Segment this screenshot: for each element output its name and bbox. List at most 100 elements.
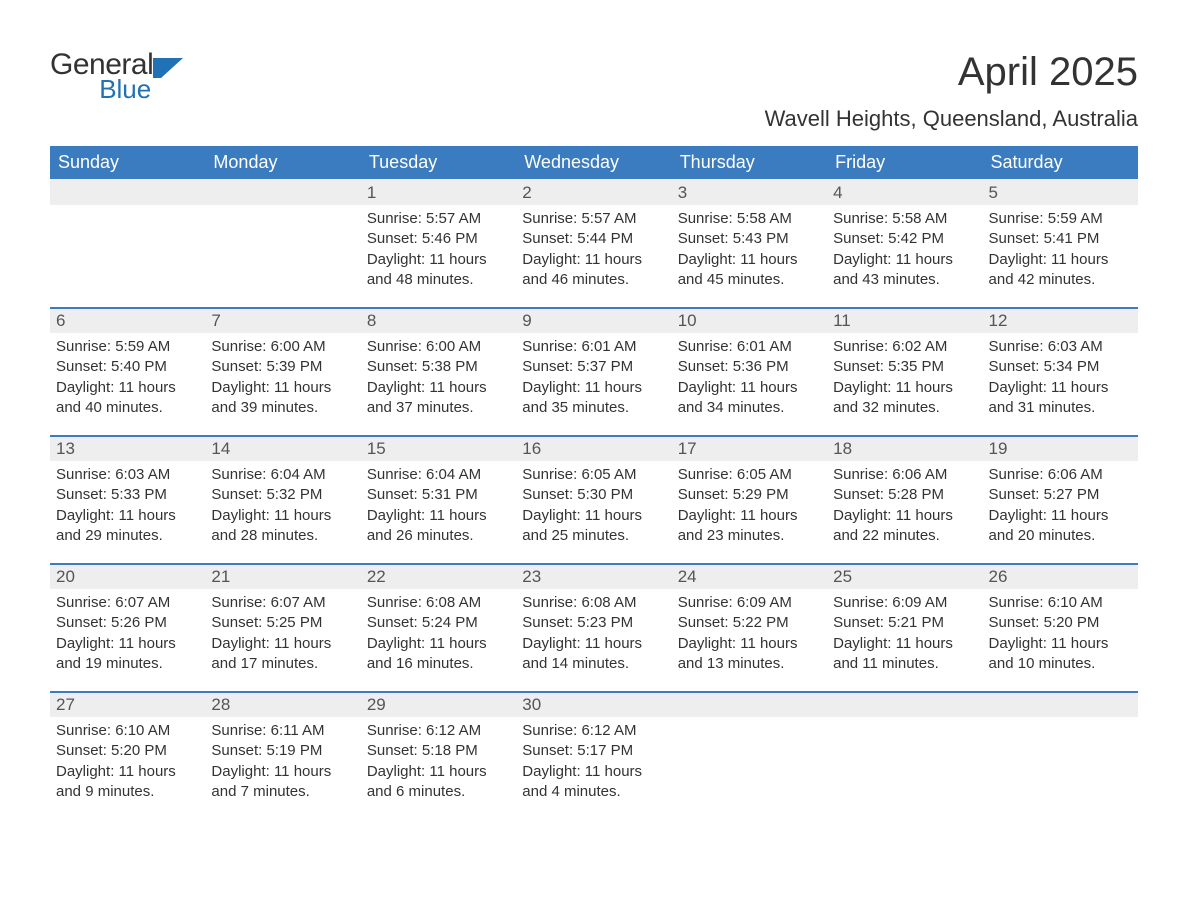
sunrise-line: Sunrise: 6:06 AM (989, 465, 1132, 485)
day-data: Sunrise: 6:02 AMSunset: 5:35 PMDaylight:… (827, 333, 982, 422)
weekday-header: Monday (205, 146, 360, 179)
day-number: 11 (827, 307, 982, 333)
sunrise-line: Sunrise: 5:58 AM (833, 209, 976, 229)
calendar-cell: 18Sunrise: 6:06 AMSunset: 5:28 PMDayligh… (827, 435, 982, 563)
day-data: Sunrise: 5:57 AMSunset: 5:44 PMDaylight:… (516, 205, 671, 294)
sunrise-line: Sunrise: 6:00 AM (367, 337, 510, 357)
sunset-line: Sunset: 5:19 PM (211, 741, 354, 761)
calendar-cell: 1Sunrise: 5:57 AMSunset: 5:46 PMDaylight… (361, 179, 516, 307)
daylight-line: Daylight: 11 hours and 48 minutes. (367, 250, 510, 291)
page-title: April 2025 (958, 50, 1138, 95)
daylight-line: Daylight: 11 hours and 45 minutes. (678, 250, 821, 291)
daylight-line: Daylight: 11 hours and 20 minutes. (989, 506, 1132, 547)
day-number: 30 (516, 691, 671, 717)
calendar-cell-empty (672, 691, 827, 806)
daylight-line: Daylight: 11 hours and 14 minutes. (522, 634, 665, 675)
sunset-line: Sunset: 5:25 PM (211, 613, 354, 633)
day-number: 1 (361, 179, 516, 205)
daylight-line: Daylight: 11 hours and 19 minutes. (56, 634, 199, 675)
daylight-line: Daylight: 11 hours and 7 minutes. (211, 762, 354, 803)
sunset-line: Sunset: 5:26 PM (56, 613, 199, 633)
day-data: Sunrise: 5:58 AMSunset: 5:43 PMDaylight:… (672, 205, 827, 294)
day-number: 7 (205, 307, 360, 333)
day-number: 6 (50, 307, 205, 333)
daylight-line: Daylight: 11 hours and 43 minutes. (833, 250, 976, 291)
day-data: Sunrise: 6:04 AMSunset: 5:31 PMDaylight:… (361, 461, 516, 550)
daylight-line: Daylight: 11 hours and 4 minutes. (522, 762, 665, 803)
day-data: Sunrise: 6:06 AMSunset: 5:27 PMDaylight:… (983, 461, 1138, 550)
day-number: 13 (50, 435, 205, 461)
sunrise-line: Sunrise: 6:01 AM (678, 337, 821, 357)
calendar-cell: 20Sunrise: 6:07 AMSunset: 5:26 PMDayligh… (50, 563, 205, 691)
sunset-line: Sunset: 5:27 PM (989, 485, 1132, 505)
day-data: Sunrise: 5:59 AMSunset: 5:40 PMDaylight:… (50, 333, 205, 422)
calendar-cell: 23Sunrise: 6:08 AMSunset: 5:23 PMDayligh… (516, 563, 671, 691)
sunset-line: Sunset: 5:30 PM (522, 485, 665, 505)
sunset-line: Sunset: 5:36 PM (678, 357, 821, 377)
day-data: Sunrise: 6:07 AMSunset: 5:25 PMDaylight:… (205, 589, 360, 678)
daylight-line: Daylight: 11 hours and 25 minutes. (522, 506, 665, 547)
calendar-cell: 5Sunrise: 5:59 AMSunset: 5:41 PMDaylight… (983, 179, 1138, 307)
day-data: Sunrise: 6:01 AMSunset: 5:37 PMDaylight:… (516, 333, 671, 422)
sunrise-line: Sunrise: 6:11 AM (211, 721, 354, 741)
calendar-table: SundayMondayTuesdayWednesdayThursdayFrid… (50, 146, 1138, 806)
calendar-cell: 22Sunrise: 6:08 AMSunset: 5:24 PMDayligh… (361, 563, 516, 691)
calendar-cell: 24Sunrise: 6:09 AMSunset: 5:22 PMDayligh… (672, 563, 827, 691)
calendar-cell: 7Sunrise: 6:00 AMSunset: 5:39 PMDaylight… (205, 307, 360, 435)
day-data: Sunrise: 6:03 AMSunset: 5:34 PMDaylight:… (983, 333, 1138, 422)
day-data: Sunrise: 6:09 AMSunset: 5:22 PMDaylight:… (672, 589, 827, 678)
sunrise-line: Sunrise: 6:02 AM (833, 337, 976, 357)
day-data: Sunrise: 6:00 AMSunset: 5:39 PMDaylight:… (205, 333, 360, 422)
day-number: 20 (50, 563, 205, 589)
daylight-line: Daylight: 11 hours and 29 minutes. (56, 506, 199, 547)
calendar-week: 13Sunrise: 6:03 AMSunset: 5:33 PMDayligh… (50, 435, 1138, 563)
daylight-line: Daylight: 11 hours and 34 minutes. (678, 378, 821, 419)
calendar-cell-empty (205, 179, 360, 307)
location-subtitle: Wavell Heights, Queensland, Australia (50, 106, 1138, 132)
sunset-line: Sunset: 5:40 PM (56, 357, 199, 377)
daylight-line: Daylight: 11 hours and 37 minutes. (367, 378, 510, 419)
day-data: Sunrise: 6:12 AMSunset: 5:17 PMDaylight:… (516, 717, 671, 806)
daylight-line: Daylight: 11 hours and 9 minutes. (56, 762, 199, 803)
day-number: 4 (827, 179, 982, 205)
calendar-cell: 9Sunrise: 6:01 AMSunset: 5:37 PMDaylight… (516, 307, 671, 435)
daylight-line: Daylight: 11 hours and 35 minutes. (522, 378, 665, 419)
day-number: 3 (672, 179, 827, 205)
logo-word-blue: Blue (99, 76, 151, 102)
day-number: 24 (672, 563, 827, 589)
day-data: Sunrise: 6:10 AMSunset: 5:20 PMDaylight:… (50, 717, 205, 806)
sunrise-line: Sunrise: 6:12 AM (367, 721, 510, 741)
day-number (827, 691, 982, 717)
sunrise-line: Sunrise: 6:08 AM (522, 593, 665, 613)
sunrise-line: Sunrise: 6:10 AM (989, 593, 1132, 613)
sunrise-line: Sunrise: 6:03 AM (989, 337, 1132, 357)
day-number: 14 (205, 435, 360, 461)
calendar-cell: 8Sunrise: 6:00 AMSunset: 5:38 PMDaylight… (361, 307, 516, 435)
weekday-header: Thursday (672, 146, 827, 179)
weekday-header-row: SundayMondayTuesdayWednesdayThursdayFrid… (50, 146, 1138, 179)
calendar-cell: 30Sunrise: 6:12 AMSunset: 5:17 PMDayligh… (516, 691, 671, 806)
sunset-line: Sunset: 5:41 PM (989, 229, 1132, 249)
day-data: Sunrise: 5:58 AMSunset: 5:42 PMDaylight:… (827, 205, 982, 294)
calendar-cell: 19Sunrise: 6:06 AMSunset: 5:27 PMDayligh… (983, 435, 1138, 563)
day-data: Sunrise: 6:06 AMSunset: 5:28 PMDaylight:… (827, 461, 982, 550)
sunset-line: Sunset: 5:44 PM (522, 229, 665, 249)
calendar-cell: 6Sunrise: 5:59 AMSunset: 5:40 PMDaylight… (50, 307, 205, 435)
sunset-line: Sunset: 5:43 PM (678, 229, 821, 249)
calendar-cell: 12Sunrise: 6:03 AMSunset: 5:34 PMDayligh… (983, 307, 1138, 435)
sunset-line: Sunset: 5:34 PM (989, 357, 1132, 377)
day-number: 18 (827, 435, 982, 461)
day-data: Sunrise: 6:08 AMSunset: 5:24 PMDaylight:… (361, 589, 516, 678)
day-number: 5 (983, 179, 1138, 205)
day-number (672, 691, 827, 717)
daylight-line: Daylight: 11 hours and 6 minutes. (367, 762, 510, 803)
sunset-line: Sunset: 5:18 PM (367, 741, 510, 761)
sunrise-line: Sunrise: 6:05 AM (678, 465, 821, 485)
daylight-line: Daylight: 11 hours and 11 minutes. (833, 634, 976, 675)
day-number: 8 (361, 307, 516, 333)
calendar-cell: 29Sunrise: 6:12 AMSunset: 5:18 PMDayligh… (361, 691, 516, 806)
day-number: 15 (361, 435, 516, 461)
daylight-line: Daylight: 11 hours and 28 minutes. (211, 506, 354, 547)
calendar-cell: 28Sunrise: 6:11 AMSunset: 5:19 PMDayligh… (205, 691, 360, 806)
day-number: 26 (983, 563, 1138, 589)
